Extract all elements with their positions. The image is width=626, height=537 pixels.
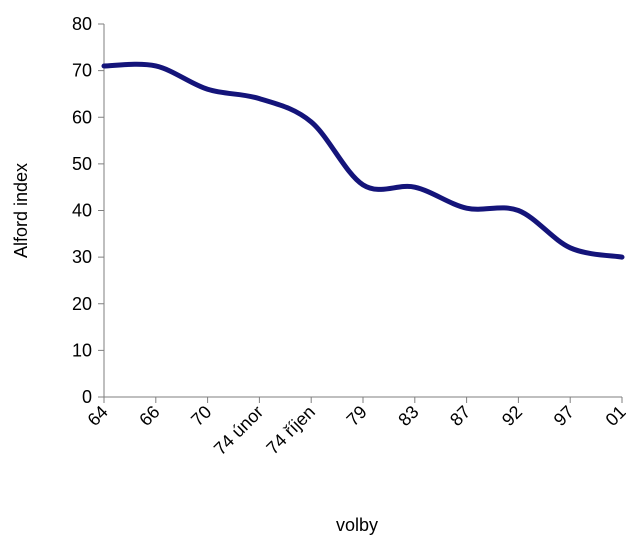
series-layer: [101, 61, 625, 260]
y-axis-label: Alford index: [11, 163, 31, 258]
x-tick-label: 70: [187, 402, 215, 430]
x-tick-label: 87: [446, 402, 474, 430]
x-tick-label: 66: [135, 402, 163, 430]
x-tick-label: 83: [394, 402, 422, 430]
x-tick-label: 74 říjen: [262, 402, 319, 459]
y-tick-label: 20: [72, 294, 92, 314]
y-tick-label: 50: [72, 154, 92, 174]
y-tick-label: 10: [72, 340, 92, 360]
y-axis-ticks: 0 10 20 30 40 50 60 70 80: [72, 14, 104, 407]
y-tick-label: 70: [72, 61, 92, 81]
x-tick-label: 92: [498, 402, 526, 430]
y-tick-label: 60: [72, 107, 92, 127]
x-tick-label: 01: [602, 402, 626, 430]
x-tick-label: 74 únor: [210, 402, 267, 459]
x-tick-label: 97: [550, 402, 578, 430]
y-tick-label: 0: [82, 387, 92, 407]
x-axis-label: volby: [336, 515, 378, 535]
x-tick-label: 79: [343, 402, 371, 430]
y-tick-label: 40: [72, 201, 92, 221]
series-line: [101, 61, 625, 260]
y-tick-label: 30: [72, 247, 92, 267]
y-tick-label: 80: [72, 14, 92, 34]
